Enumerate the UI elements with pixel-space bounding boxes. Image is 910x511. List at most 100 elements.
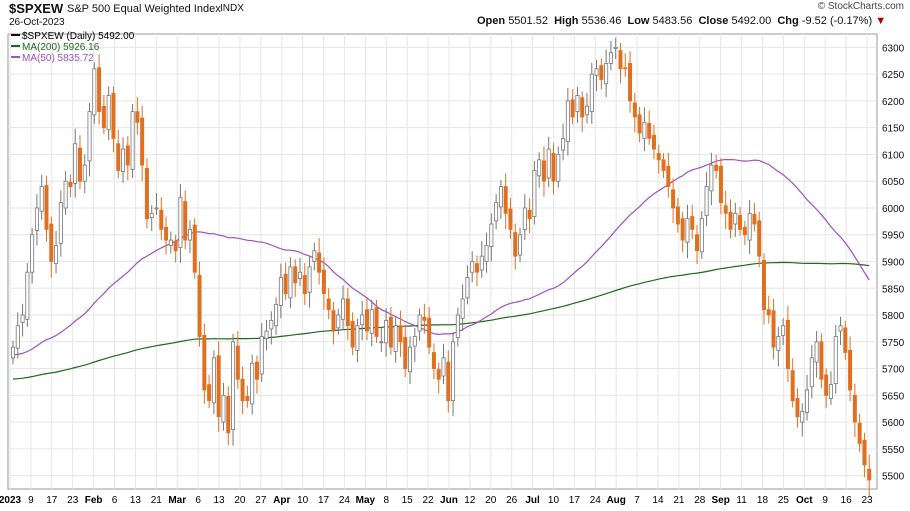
candle-body xyxy=(451,341,456,402)
candle-up xyxy=(704,172,709,227)
legend-ma200: MA(200) 5926.16 xyxy=(22,42,100,53)
y-tick-label: 5750 xyxy=(882,338,905,349)
candle-down xyxy=(164,216,169,255)
y-tick-label: 6200 xyxy=(882,97,905,108)
candle-up xyxy=(417,308,422,341)
candle-down xyxy=(254,355,259,394)
low-label: Low xyxy=(627,15,650,27)
candle-body xyxy=(556,154,561,182)
candle-body xyxy=(608,52,613,64)
candle-body xyxy=(369,309,374,334)
candle-body xyxy=(297,271,302,280)
brand-watermark[interactable]: © StockCharts.com xyxy=(817,1,904,12)
ma200-series xyxy=(12,261,870,380)
candle-body xyxy=(862,439,867,466)
candle-body xyxy=(302,275,307,295)
candle-down xyxy=(513,223,518,270)
candle-down xyxy=(714,154,719,179)
candle-down xyxy=(293,259,298,297)
candle-up xyxy=(828,371,833,405)
candle-up xyxy=(455,307,460,347)
candle-body xyxy=(379,341,384,344)
candle-body xyxy=(833,336,838,384)
candle-up xyxy=(522,194,527,241)
candle-body xyxy=(73,143,78,184)
x-tick-label: 21 xyxy=(673,495,685,506)
candle-body xyxy=(364,309,369,332)
candle-up xyxy=(15,312,20,359)
x-tick-label: 23 xyxy=(861,495,873,506)
candle-body xyxy=(164,226,169,241)
candle-body xyxy=(388,316,393,348)
candle-down xyxy=(862,432,867,478)
candle-down xyxy=(671,178,676,223)
x-axis: 2023 9 17 23 Feb 6 13 21 Mar 6 13 20 27 Apr 10 17 24 May 8… xyxy=(0,495,873,506)
candle-down xyxy=(144,158,149,229)
candle-up xyxy=(58,190,63,257)
candle-down xyxy=(68,174,73,198)
candle-body xyxy=(331,310,336,332)
candle-body xyxy=(594,68,599,76)
y-tick-label: 5950 xyxy=(882,231,905,242)
candle-down xyxy=(819,333,824,389)
candle-body xyxy=(704,186,709,216)
candle-up xyxy=(269,311,274,345)
candle-body xyxy=(580,97,585,118)
candle-body xyxy=(154,207,159,210)
x-tick-label: 6 xyxy=(112,495,118,506)
y-tick-label: 6100 xyxy=(882,150,905,161)
candle-body xyxy=(264,330,269,339)
candle-up xyxy=(39,174,44,220)
candle-up xyxy=(575,86,580,123)
x-tick-label: 10 xyxy=(548,495,560,506)
candle-up xyxy=(465,265,470,305)
candle-down xyxy=(101,95,106,135)
candle-down xyxy=(403,324,408,378)
candle-body xyxy=(604,63,609,85)
x-tick-label: 10 xyxy=(297,495,309,506)
candle-down xyxy=(623,53,628,77)
candle-down xyxy=(283,262,288,301)
candle-body xyxy=(125,145,130,166)
candle-down xyxy=(503,173,508,230)
candle-body xyxy=(307,266,312,293)
high-label: High xyxy=(554,15,579,27)
candle-body xyxy=(159,209,164,230)
candle-down xyxy=(135,97,140,135)
candle-body xyxy=(317,252,322,273)
candle-down xyxy=(651,124,656,160)
candle-body xyxy=(785,319,790,369)
candle-down xyxy=(216,341,221,432)
candle-up xyxy=(805,374,810,421)
candle-up xyxy=(685,204,690,259)
candle-up xyxy=(537,152,542,188)
candle-up xyxy=(106,86,111,140)
candle-body xyxy=(776,336,781,351)
candle-up xyxy=(341,285,346,331)
candle-body xyxy=(231,341,236,430)
candle-body xyxy=(790,370,795,402)
candle-up xyxy=(441,343,446,385)
candle-body xyxy=(431,352,436,369)
candle-down xyxy=(226,386,231,446)
candle-body xyxy=(613,46,618,49)
candle-down xyxy=(202,323,207,404)
candle-down xyxy=(766,295,771,324)
symbol: $SPXEW xyxy=(9,1,64,16)
candle-body xyxy=(771,310,776,348)
candle-up xyxy=(747,199,752,255)
candle-down xyxy=(848,336,853,402)
candle-body xyxy=(647,122,652,139)
candle-up xyxy=(211,350,216,415)
candle-up xyxy=(733,202,738,237)
candle-body xyxy=(503,186,508,214)
candle-down xyxy=(771,298,776,360)
candle-down xyxy=(843,320,848,360)
candle-up xyxy=(336,308,341,335)
candle-down xyxy=(661,153,666,178)
candle-body xyxy=(589,73,594,113)
candle-up xyxy=(87,103,92,177)
candle-up xyxy=(451,332,456,417)
candle-body xyxy=(15,325,20,349)
